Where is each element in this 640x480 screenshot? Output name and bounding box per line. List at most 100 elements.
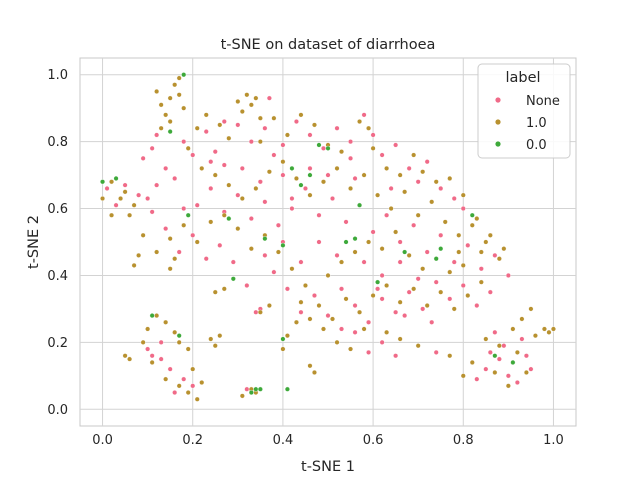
data-point bbox=[433, 349, 439, 355]
data-point bbox=[176, 339, 182, 345]
data-point bbox=[190, 152, 196, 158]
y-tick-label: 0.0 bbox=[47, 403, 68, 418]
data-point bbox=[235, 122, 241, 128]
legend-label-none: None bbox=[526, 94, 560, 109]
data-point bbox=[456, 249, 462, 255]
data-point bbox=[438, 232, 444, 238]
data-point bbox=[199, 380, 205, 386]
data-point bbox=[438, 289, 444, 295]
data-point bbox=[199, 165, 205, 171]
data-point bbox=[411, 286, 417, 292]
data-point bbox=[194, 125, 200, 131]
data-point bbox=[257, 386, 263, 392]
data-point bbox=[415, 343, 421, 349]
data-point bbox=[465, 242, 471, 248]
data-point bbox=[348, 155, 354, 161]
data-point bbox=[361, 172, 367, 178]
data-point bbox=[172, 329, 178, 335]
data-point bbox=[257, 309, 263, 315]
data-point bbox=[248, 139, 254, 145]
data-point bbox=[357, 202, 363, 208]
data-point bbox=[172, 82, 178, 88]
data-point bbox=[181, 222, 187, 228]
data-point bbox=[280, 142, 286, 148]
data-point bbox=[271, 115, 277, 121]
data-point bbox=[352, 303, 358, 309]
data-point bbox=[298, 299, 304, 305]
data-point bbox=[334, 125, 340, 131]
legend-marker-none bbox=[495, 97, 501, 103]
data-point bbox=[447, 353, 453, 359]
data-point bbox=[433, 256, 439, 262]
data-point bbox=[424, 303, 430, 309]
data-point bbox=[190, 383, 196, 389]
legend-marker-0-0 bbox=[495, 141, 501, 147]
data-point bbox=[514, 349, 520, 355]
data-point bbox=[325, 272, 331, 278]
data-point bbox=[429, 319, 435, 325]
data-point bbox=[429, 199, 435, 205]
data-point bbox=[167, 95, 173, 101]
data-point bbox=[316, 212, 322, 218]
x-tick-label: 0.8 bbox=[453, 433, 474, 448]
data-point bbox=[379, 296, 385, 302]
x-tick-label: 0.6 bbox=[363, 433, 384, 448]
data-point bbox=[172, 390, 178, 396]
data-point bbox=[217, 333, 223, 339]
data-point bbox=[253, 386, 259, 392]
data-point bbox=[221, 162, 227, 168]
data-point bbox=[397, 336, 403, 342]
data-point bbox=[370, 293, 376, 299]
data-point bbox=[384, 329, 390, 335]
data-point bbox=[113, 175, 119, 181]
data-point bbox=[185, 212, 191, 218]
data-point bbox=[334, 339, 340, 345]
data-point bbox=[433, 279, 439, 285]
data-point bbox=[266, 303, 272, 309]
data-point bbox=[262, 252, 268, 258]
data-point bbox=[140, 339, 146, 345]
data-point bbox=[262, 236, 268, 242]
data-point bbox=[366, 349, 372, 355]
data-point bbox=[167, 236, 173, 242]
data-point bbox=[176, 92, 182, 98]
data-point bbox=[221, 119, 227, 125]
data-point bbox=[131, 262, 137, 268]
data-point bbox=[194, 396, 200, 402]
data-point bbox=[424, 249, 430, 255]
data-point bbox=[438, 185, 444, 191]
x-tick-label: 0.0 bbox=[92, 433, 113, 448]
data-point bbox=[460, 373, 466, 379]
data-point bbox=[451, 306, 457, 312]
data-point bbox=[307, 316, 313, 322]
data-point bbox=[514, 380, 520, 386]
data-point bbox=[248, 102, 254, 108]
data-point bbox=[460, 282, 466, 288]
data-point bbox=[266, 95, 272, 101]
data-point bbox=[127, 356, 133, 362]
data-point bbox=[293, 319, 299, 325]
data-point bbox=[284, 333, 290, 339]
data-point bbox=[379, 339, 385, 345]
data-point bbox=[343, 219, 349, 225]
data-point bbox=[307, 363, 313, 369]
data-point bbox=[357, 309, 363, 315]
data-point bbox=[397, 172, 403, 178]
y-axis-label: t-SNE 2 bbox=[26, 215, 42, 269]
data-point bbox=[465, 293, 471, 299]
data-point bbox=[370, 229, 376, 235]
data-point bbox=[154, 313, 160, 319]
data-point bbox=[339, 326, 345, 332]
data-point bbox=[208, 159, 214, 165]
data-point bbox=[384, 165, 390, 171]
data-point bbox=[208, 219, 214, 225]
data-point bbox=[361, 112, 367, 118]
data-point bbox=[316, 303, 322, 309]
data-point bbox=[239, 165, 245, 171]
data-point bbox=[352, 175, 358, 181]
data-point bbox=[388, 185, 394, 191]
data-point bbox=[149, 145, 155, 151]
data-point bbox=[393, 229, 399, 235]
data-point bbox=[528, 306, 534, 312]
data-point bbox=[501, 246, 507, 252]
